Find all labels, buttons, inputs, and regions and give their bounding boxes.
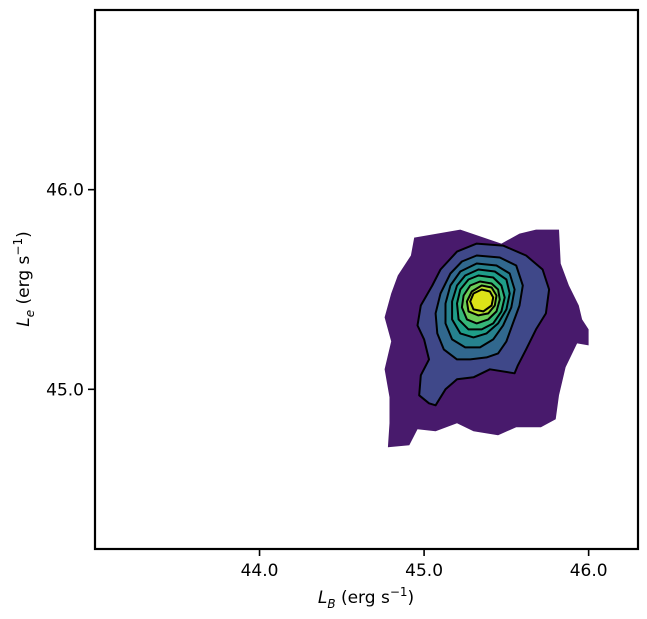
- y-tick-label: 45.0: [46, 380, 84, 400]
- axes-frame: [93, 8, 640, 551]
- contour-line-8: [469, 288, 495, 313]
- x-axis-ticks: 44.0 45.0 46.0: [241, 549, 608, 581]
- x-tick-label: 45.0: [405, 561, 443, 581]
- y-axis-ticks: 45.0 46.0: [46, 181, 95, 400]
- contour-line-3: [444, 262, 516, 349]
- y-axis-label: Le (erg s−1): [11, 231, 37, 326]
- contour-lines: [416, 242, 551, 407]
- contour-line-7: [465, 284, 498, 317]
- contour-line-1: [416, 242, 551, 407]
- x-tick-label: 46.0: [570, 561, 608, 581]
- contour-line-6: [460, 280, 501, 325]
- x-axis-label: LB (erg s−1): [318, 585, 414, 611]
- y-tick-label: 46.0: [46, 181, 84, 201]
- x-tick-label: 44.0: [241, 561, 279, 581]
- contour-line-4: [451, 268, 511, 339]
- contour-line-2: [434, 254, 524, 361]
- contour-line-5: [456, 274, 506, 331]
- contour-fill-level-8: [470, 289, 494, 312]
